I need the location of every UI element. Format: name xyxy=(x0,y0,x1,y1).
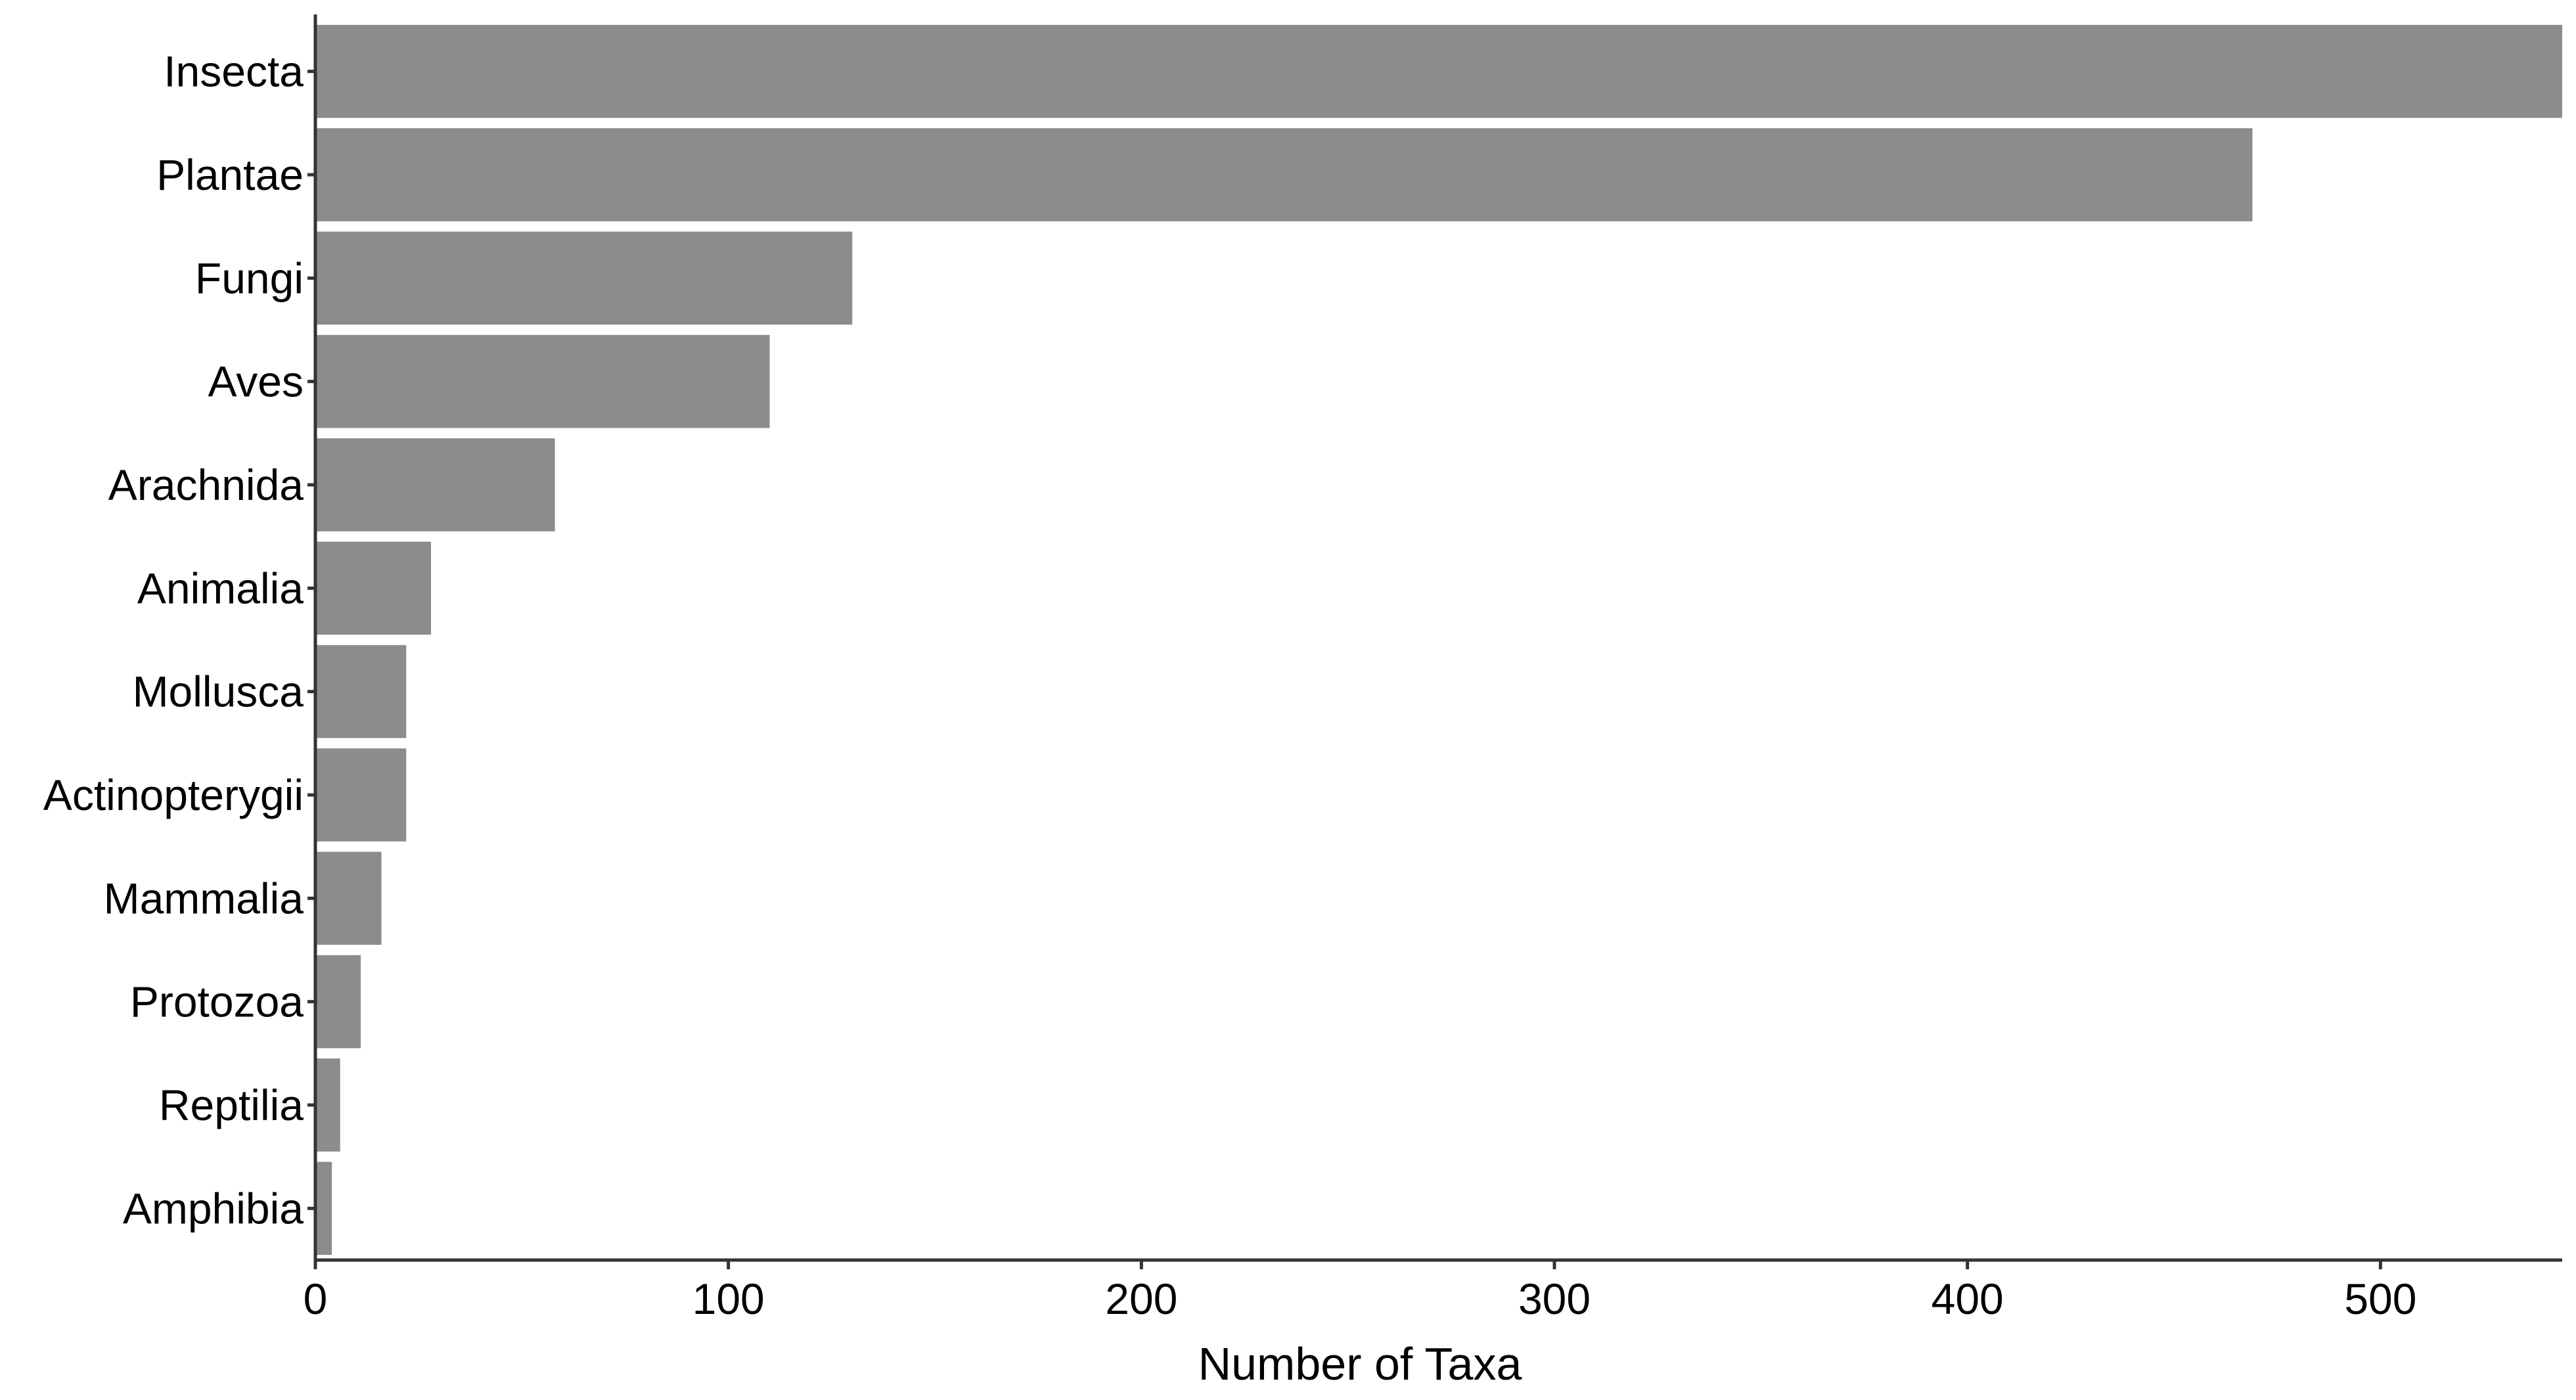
y-tick-label-reptilia: Reptilia xyxy=(159,1081,304,1129)
y-tick-label-actinopterygii: Actinopterygii xyxy=(43,771,304,819)
bar-plantae xyxy=(315,128,2253,221)
x-tick-label-400: 400 xyxy=(1932,1275,2004,1323)
bars-layer xyxy=(315,24,2562,1255)
x-tick-label-200: 200 xyxy=(1105,1275,1177,1323)
y-tick-label-animalia: Animalia xyxy=(137,564,304,612)
y-tick-label-mammalia: Mammalia xyxy=(104,874,304,922)
x-axis-ticks: 0 100 200 300 400 500 xyxy=(304,1260,2416,1323)
bar-arachnida xyxy=(315,438,555,531)
bar-mollusca xyxy=(315,644,407,738)
bar-amphibia xyxy=(315,1162,332,1255)
x-tick-label-300: 300 xyxy=(1518,1275,1591,1323)
y-tick-label-amphibia: Amphibia xyxy=(123,1184,304,1232)
x-axis-title: Number of Taxa xyxy=(1198,1338,1522,1389)
x-tick-label-500: 500 xyxy=(2344,1275,2416,1323)
y-tick-label-plantae: Plantae xyxy=(156,150,304,199)
y-tick-label-arachnida: Arachnida xyxy=(108,461,304,509)
bar-protozoa xyxy=(315,955,361,1049)
bar-mammalia xyxy=(315,851,382,945)
y-tick-label-fungi: Fungi xyxy=(195,254,304,302)
bar-aves xyxy=(315,334,770,428)
y-tick-label-mollusca: Mollusca xyxy=(133,667,304,716)
x-tick-label-0: 0 xyxy=(304,1275,328,1323)
bar-animalia xyxy=(315,541,432,635)
bar-reptilia xyxy=(315,1058,340,1152)
y-tick-label-protozoa: Protozoa xyxy=(130,978,304,1026)
bar-fungi xyxy=(315,231,853,325)
bar-insecta xyxy=(315,24,2562,118)
x-tick-label-100: 100 xyxy=(692,1275,765,1323)
y-tick-label-insecta: Insecta xyxy=(164,47,304,96)
y-axis-labels: Insecta Plantae Fungi Aves Arachnida Animalia… xyxy=(43,47,315,1232)
y-tick-label-aves: Aves xyxy=(208,357,304,406)
bar-actinopterygii xyxy=(315,748,407,842)
